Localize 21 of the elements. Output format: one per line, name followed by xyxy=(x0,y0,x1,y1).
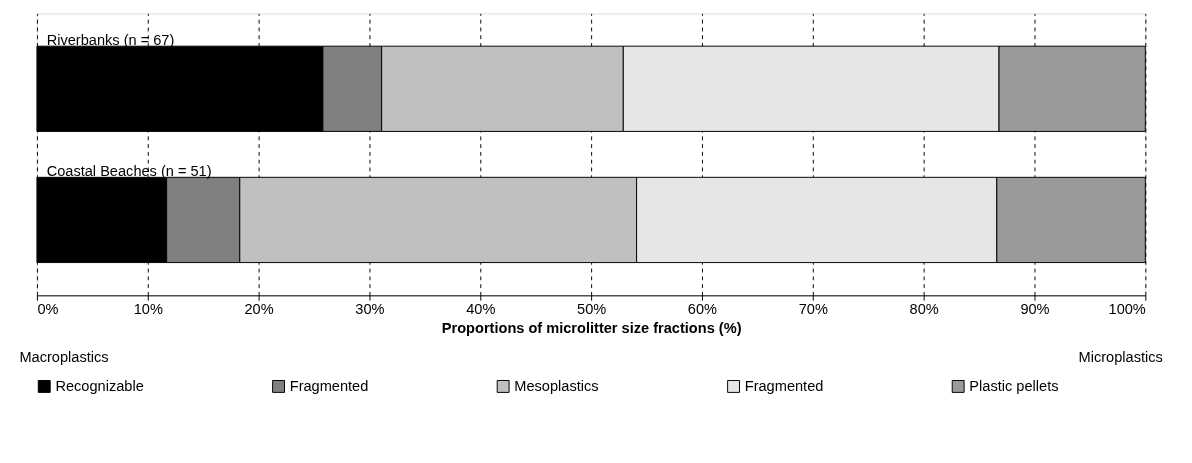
y-tick-label: Riverbanks (n = 67) xyxy=(46,32,175,49)
x-tick-label: 0% xyxy=(37,301,59,318)
y-tick-label: Coastal Beaches (n = 51) xyxy=(46,163,212,180)
x-tick-label: 20% xyxy=(244,301,274,318)
x-tick-label: 60% xyxy=(687,301,718,318)
x-tick-label: 30% xyxy=(355,301,385,318)
x-tick-label: 70% xyxy=(798,301,828,318)
legend-label: Mesoplastics xyxy=(514,378,599,395)
x-tick-label: 50% xyxy=(577,301,607,318)
x-tick-label: 90% xyxy=(1020,301,1050,318)
text: Macroplastics xyxy=(19,349,109,366)
legend-label: Plastic pellets xyxy=(969,378,1059,395)
legend-label: Fragmented xyxy=(744,378,824,395)
legend-label: Recognizable xyxy=(55,378,144,395)
x-tick-label: 40% xyxy=(466,301,496,318)
legend-label: Fragmented xyxy=(289,378,369,395)
x-axis-title: Proportions of microlitter size fractions (%) xyxy=(441,319,742,336)
x-tick-label: 100% xyxy=(1108,301,1146,318)
x-tick-label: 10% xyxy=(133,301,163,318)
x-tick-label: 80% xyxy=(909,301,939,318)
text: Microplastics xyxy=(1078,349,1163,366)
